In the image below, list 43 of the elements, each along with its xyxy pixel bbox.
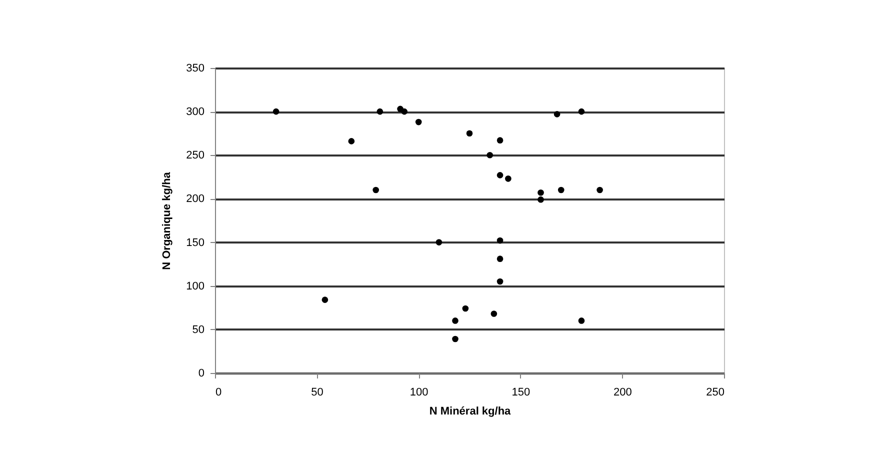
y-tick-label: 0: [198, 368, 204, 380]
point: [505, 176, 512, 182]
point: [452, 336, 458, 342]
point: [452, 318, 458, 324]
point: [496, 172, 504, 178]
point: [415, 118, 422, 126]
x-tick-label: 50: [311, 386, 324, 398]
point: [486, 152, 494, 158]
point: [496, 137, 504, 144]
point: [372, 186, 380, 194]
y-tick-label: 250: [186, 150, 204, 162]
point: [496, 278, 504, 285]
point: [538, 189, 544, 196]
y-axis-title: N Organique kg/ha: [161, 171, 174, 270]
x-tick-label: 150: [512, 386, 530, 398]
y-tick-label: 100: [186, 280, 204, 292]
y-tick-label: 300: [186, 106, 204, 118]
point: [272, 108, 280, 115]
point: [538, 196, 544, 203]
x-axis-title: N Minéral kg/ha: [429, 406, 512, 418]
point: [578, 318, 585, 324]
point: [401, 108, 408, 115]
point: [554, 111, 560, 118]
point: [376, 108, 384, 115]
x-tick-label: 200: [614, 386, 632, 398]
x-tick-label: 0: [216, 386, 222, 398]
point: [578, 108, 585, 115]
point: [348, 138, 355, 144]
point: [496, 256, 504, 262]
point: [490, 310, 498, 317]
point: [596, 186, 603, 194]
point: [462, 305, 469, 312]
x-tick-label: 100: [410, 386, 428, 398]
y-tick-label: 200: [186, 193, 204, 206]
y-tick-label: 350: [186, 62, 204, 74]
y-tick-label: 50: [192, 324, 204, 336]
point: [466, 130, 473, 137]
point: [496, 237, 504, 244]
point: [558, 186, 564, 194]
y-tick-label: 150: [186, 236, 204, 249]
point: [322, 296, 328, 303]
point: [436, 239, 442, 246]
x-tick-label: 250: [706, 386, 724, 398]
